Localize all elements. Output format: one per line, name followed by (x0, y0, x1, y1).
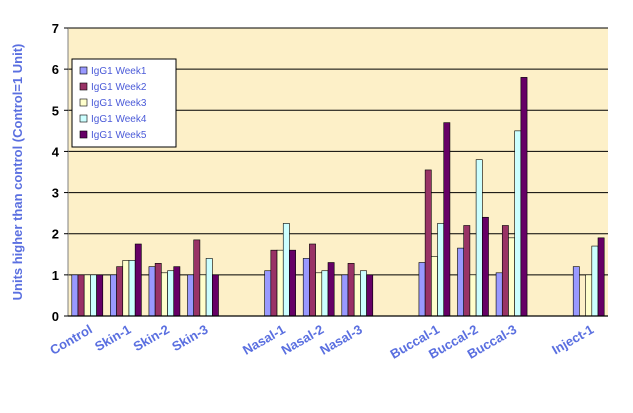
legend-label: IgG1 Week3 (91, 98, 147, 109)
bar (514, 130, 522, 317)
bar (501, 225, 509, 317)
bar (199, 274, 207, 317)
legend-swatch (79, 114, 88, 123)
bar (71, 274, 79, 317)
bar (282, 223, 290, 317)
bar (173, 266, 181, 317)
legend-swatch (79, 130, 88, 139)
bar (508, 237, 515, 317)
bar (366, 274, 374, 317)
legend-box (71, 58, 177, 148)
bar (341, 274, 349, 317)
bar (302, 258, 310, 317)
y-tick-label: 6 (52, 62, 59, 77)
y-tick-label: 1 (52, 268, 59, 283)
bar (128, 260, 136, 317)
bar (321, 270, 329, 317)
bar (481, 216, 489, 317)
legend-label: IgG1 Week1 (91, 66, 147, 77)
bar (77, 274, 85, 317)
legend-swatch (79, 98, 88, 107)
bar (585, 274, 593, 317)
bar (154, 263, 162, 317)
bar (457, 247, 464, 317)
bar (167, 270, 175, 317)
bar (431, 256, 438, 317)
legend-swatch (79, 66, 88, 75)
bar (495, 272, 503, 317)
legend: IgG1 Week1 IgG1 Week2 IgG1 Week3 IgG1 Week4… (71, 58, 177, 148)
y-tick-label: 7 (52, 21, 59, 36)
y-axis-label: Units higher than control (Control=1 Uni… (10, 44, 25, 301)
bar (116, 266, 124, 317)
legend-label: IgG1 Week4 (91, 114, 147, 125)
bar (122, 260, 130, 317)
y-tick-label: 3 (52, 186, 59, 201)
bar (205, 258, 213, 317)
bar (270, 249, 278, 317)
bar (96, 274, 104, 317)
bar (469, 274, 477, 317)
bar (134, 243, 142, 317)
bar (83, 274, 91, 317)
bar (110, 274, 117, 317)
bar (591, 245, 599, 317)
bar (572, 266, 580, 317)
bar (187, 274, 194, 317)
legend-label: IgG1 Week2 (91, 82, 147, 93)
bar (264, 270, 272, 317)
bar (148, 266, 156, 317)
bar (347, 263, 355, 317)
bar (276, 249, 284, 317)
y-tick-label: 0 (52, 309, 59, 324)
legend-label: IgG1 Week5 (91, 130, 147, 141)
y-tick-label: 4 (52, 144, 60, 159)
bar (463, 225, 471, 317)
axes (67, 28, 608, 317)
bar (437, 223, 445, 317)
y-tick-label: 5 (52, 103, 59, 118)
bar (327, 262, 335, 317)
bar (161, 272, 168, 317)
legend-swatch (79, 82, 88, 91)
bar (309, 243, 316, 317)
bar (315, 272, 323, 317)
bar (212, 274, 219, 317)
bar (90, 274, 97, 317)
bar (597, 237, 605, 317)
bar (424, 169, 432, 317)
y-tick-labels: 0 1 2 3 4 5 6 7 (52, 21, 68, 324)
bar (289, 249, 296, 317)
bar (193, 239, 201, 317)
bar (443, 122, 451, 317)
y-tick-label: 2 (52, 227, 59, 242)
bar (360, 270, 367, 317)
bar (353, 274, 361, 317)
bar (475, 159, 483, 317)
bar (418, 262, 426, 317)
bar (520, 77, 528, 317)
